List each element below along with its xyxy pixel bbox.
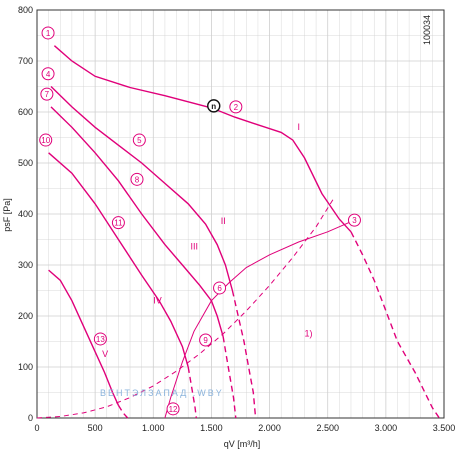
operating-point-circle	[93, 332, 107, 346]
system-curve-label: 1)	[304, 328, 312, 338]
special-point-label: n	[211, 102, 216, 111]
operating-point-8: 8	[130, 172, 144, 186]
operating-point-5: 5	[132, 133, 146, 147]
operating-point-circle	[229, 100, 243, 114]
fan-curve-V	[48, 269, 120, 406]
operating-point-9: 9	[199, 333, 213, 347]
y-axis-label: psF [Pa]	[2, 198, 12, 232]
operating-point-circle	[41, 67, 55, 81]
fan-curve-label-III: III	[190, 242, 198, 252]
operating-point-1: 1	[41, 26, 55, 40]
fan-curve-label-IV: IV	[153, 295, 162, 305]
curves	[36, 45, 440, 419]
operating-point-3: 3	[347, 213, 361, 227]
operating-point-label: 5	[137, 136, 142, 145]
operating-point-circle	[111, 216, 125, 230]
operating-point-label: 6	[217, 284, 222, 293]
operating-point-label: 13	[96, 335, 105, 344]
operating-point-circle	[132, 133, 146, 147]
y-tick-label: 0	[28, 413, 33, 423]
y-tick-label: 800	[18, 5, 33, 15]
x-tick-label: 3.000	[375, 423, 398, 433]
system-curve-2	[36, 198, 334, 419]
fan-curve-label-I: I	[297, 122, 300, 132]
operating-point-6: 6	[213, 281, 227, 295]
fan-curve-I-extension	[350, 231, 440, 419]
operating-point-circle	[199, 333, 213, 347]
y-tick-label: 500	[18, 158, 33, 168]
operating-point-12: 12	[166, 402, 180, 416]
operating-point-label: 10	[41, 136, 50, 145]
operating-point-circle	[347, 213, 361, 227]
operating-point-11: 11	[111, 216, 125, 230]
x-tick-label: 500	[88, 423, 103, 433]
operating-point-label: 12	[169, 405, 178, 414]
y-tick-label: 700	[18, 56, 33, 66]
operating-point-circle	[213, 281, 227, 295]
fan-curve-label-V: V	[102, 349, 108, 359]
x-tick-label: 2.000	[258, 423, 281, 433]
special-point-n: n	[207, 99, 221, 113]
fan-curve-I	[53, 45, 352, 233]
grid	[36, 9, 445, 419]
operating-point-13: 13	[93, 332, 107, 346]
x-tick-label: 1.000	[142, 423, 165, 433]
fan-curve-IV-extension	[187, 366, 197, 419]
operating-point-label: 8	[135, 175, 140, 184]
operating-point-circle	[166, 402, 180, 416]
labels: 0 500 1.000 1.500 2.000 2.500 3.000 3.500 0 100 20…	[18, 5, 455, 433]
document-id: 100034	[422, 15, 432, 45]
fan-curve-III-extension	[222, 336, 237, 419]
x-axis-label: qV [m³/h]	[224, 439, 261, 449]
operating-point-label: 1	[46, 29, 51, 38]
operating-point-circle	[39, 133, 53, 147]
operating-point-circle	[41, 26, 55, 40]
operating-point-label: 4	[46, 70, 51, 79]
operating-point-label: 9	[203, 336, 208, 345]
plot-frame	[36, 9, 445, 419]
operating-point-label: 2	[234, 103, 239, 112]
operating-point-label: 7	[45, 90, 50, 99]
operating-point-label: 11	[114, 219, 123, 228]
fan-curve-IV	[48, 152, 189, 368]
y-tick-label: 100	[18, 362, 33, 372]
fan-curve-II	[50, 85, 234, 291]
y-tick-label: 600	[18, 107, 33, 117]
operating-point-7: 7	[40, 87, 54, 101]
y-tick-label: 300	[18, 260, 33, 270]
fan-curve-III	[50, 106, 224, 337]
fan-curve-II-extension	[231, 290, 257, 419]
operating-point-2: 2	[229, 100, 243, 114]
y-tick-label: 400	[18, 209, 33, 219]
y-tick-label: 200	[18, 311, 33, 321]
watermark: ВЕНТЭЛЗАПАД .WBY	[100, 388, 224, 398]
x-tick-label: 3.500	[433, 423, 456, 433]
fan-curve-label-II: II	[221, 216, 226, 226]
operating-point-circle	[40, 87, 54, 101]
x-tick-label: 2.500	[316, 423, 339, 433]
operating-point-4: 4	[41, 67, 55, 81]
operating-point-10: 10	[39, 133, 53, 147]
operating-point-circle	[130, 172, 144, 186]
x-tick-label: 0	[34, 423, 39, 433]
x-tick-label: 1.500	[200, 423, 223, 433]
operating-point-label: 3	[352, 216, 357, 225]
fan-curve-V-extension	[117, 404, 129, 419]
special-point-circle	[207, 99, 221, 113]
system-curve-1	[164, 221, 352, 419]
